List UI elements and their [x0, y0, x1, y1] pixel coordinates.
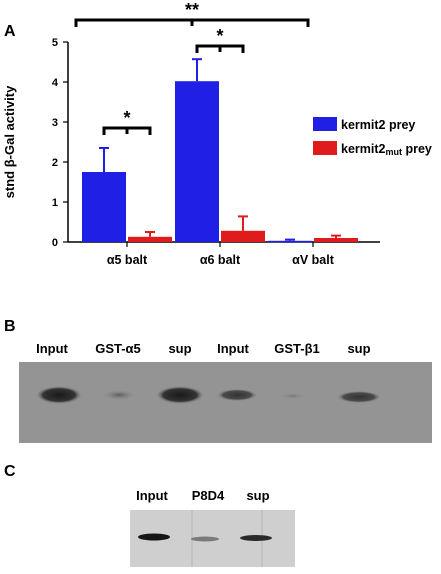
blot-b-band-sup-2 — [337, 391, 381, 403]
bar-chart: stnd β-Gal activity 0 1 2 3 4 5 α5 balt α6 balt… — [2, 0, 432, 267]
significance-label: ** — [185, 0, 199, 20]
blot-c-band-input — [138, 533, 170, 541]
y-tick-label: 5 — [52, 37, 58, 49]
blot-c-band-sup — [240, 535, 272, 541]
blot-c-lane-label-2: P8D4 — [192, 488, 225, 503]
bar — [82, 172, 126, 242]
y-tick-label: 0 — [52, 237, 58, 249]
y-tick-label: 3 — [52, 117, 58, 129]
western-blot-c — [130, 510, 295, 567]
blot-b-lane-label-2: GST-α5 — [95, 341, 141, 356]
bar — [128, 236, 172, 242]
legend-swatch — [313, 117, 337, 131]
panel-letter-a: A — [4, 23, 16, 40]
y-tick-label: 4 — [52, 77, 59, 89]
blot-b-lane-label-4: Input — [217, 341, 249, 356]
bar — [268, 240, 312, 243]
blot-b-band-input-2 — [217, 389, 257, 401]
blot-b-membrane — [19, 362, 432, 443]
bar — [314, 238, 358, 242]
blot-b-band-input-1 — [36, 386, 82, 404]
y-tick-label: 1 — [52, 197, 58, 209]
legend-swatch — [313, 141, 337, 155]
y-tick-label: 2 — [52, 157, 58, 169]
significance-label: * — [123, 108, 130, 128]
blot-b-band-gst-a5 — [102, 390, 136, 400]
bar — [175, 81, 219, 242]
blot-b-lane-label-1: Input — [36, 341, 68, 356]
blot-c-band-p8d4 — [191, 536, 219, 542]
western-blot-b — [19, 362, 432, 443]
blot-b-band-gst-b1 — [279, 393, 307, 399]
x-tick-label: α5 balt — [107, 253, 148, 267]
panel-letter-c: C — [4, 463, 16, 480]
y-axis-label: stnd β-Gal activity — [2, 85, 17, 198]
blot-c-lane-label-1: Input — [136, 488, 168, 503]
panel-letter-b: B — [4, 318, 16, 335]
blot-b-lane-label-6: sup — [347, 341, 370, 356]
bar — [221, 230, 265, 242]
blot-c-lane-label-3: sup — [246, 488, 269, 503]
blot-b-lane-label-3: sup — [168, 341, 191, 356]
blot-b-lane-label-5: GST-β1 — [274, 341, 320, 356]
legend-label: kermit2 prey — [341, 118, 415, 132]
x-tick-label: α6 balt — [200, 253, 241, 267]
blot-b-band-sup-1 — [156, 386, 204, 404]
x-tick-label: αV balt — [292, 253, 335, 267]
significance-label: * — [216, 26, 223, 46]
legend-label: kermit2mut prey — [341, 142, 432, 157]
